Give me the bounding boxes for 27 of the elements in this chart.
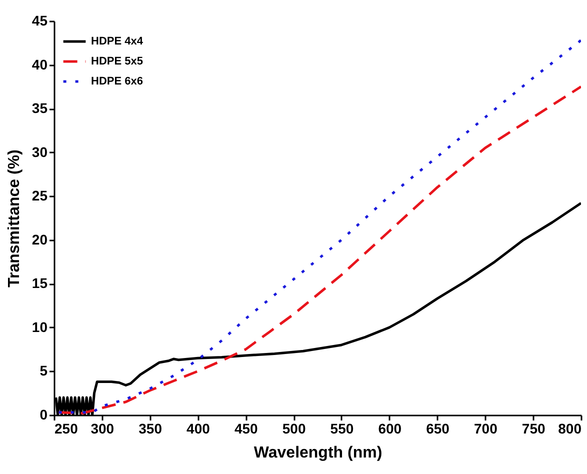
- x-tick-label: 500: [282, 420, 306, 436]
- y-tick-label: 20: [32, 231, 48, 248]
- y-tick-label: 5: [40, 362, 48, 379]
- x-tick-label: 450: [234, 420, 258, 436]
- y-tick-label: 40: [32, 56, 48, 72]
- x-tick-label: 300: [90, 420, 114, 436]
- x-tick-label: 350: [138, 420, 162, 436]
- x-tick-label: 750: [522, 420, 546, 436]
- x-tick-label: 700: [474, 420, 498, 436]
- y-tick-label: 25: [32, 188, 48, 204]
- x-tick-label: 250: [54, 420, 78, 436]
- legend-label: HDPE 4x4: [91, 36, 144, 48]
- x-axis-title: Wavelength (nm): [254, 444, 382, 462]
- x-tick-label: 650: [426, 420, 450, 436]
- x-tick-label: 800: [558, 420, 582, 436]
- x-tick-label: 550: [330, 420, 354, 436]
- legend-label: HDPE 6x6: [91, 76, 143, 88]
- x-tick-label: 600: [378, 420, 402, 436]
- y-tick-label: 45: [32, 12, 48, 28]
- y-tick-label: 0: [40, 406, 48, 422]
- y-tick-label: 35: [32, 100, 48, 116]
- legend-label: HDPE 5x5: [91, 56, 143, 68]
- x-tick-label: 400: [186, 420, 210, 436]
- y-tick-label: 30: [32, 144, 48, 160]
- y-tick-label: 10: [32, 318, 48, 335]
- y-axis-title: Transmittance (%): [6, 150, 23, 288]
- y-tick-label: 15: [32, 275, 48, 292]
